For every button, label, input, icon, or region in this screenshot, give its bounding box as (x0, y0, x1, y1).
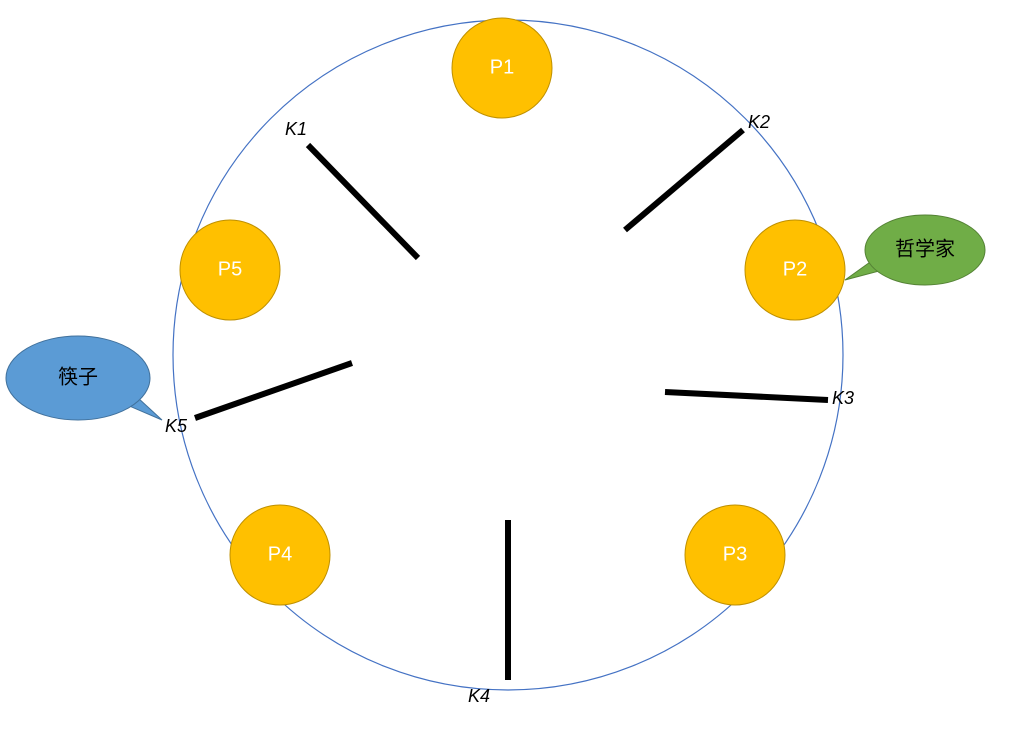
chopstick-label-k2: K2 (748, 112, 770, 132)
philosopher-label-p1: P1 (490, 56, 514, 78)
philosopher-callout-label: 哲学家 (895, 237, 955, 260)
philosopher-label-p4: P4 (268, 543, 292, 565)
philosopher-label-p2: P2 (783, 258, 807, 280)
chopstick-label-k1: K1 (285, 119, 307, 139)
chopstick-label-k4: K4 (468, 686, 490, 706)
chopstick-label-k5: K5 (165, 416, 188, 436)
chopstick-label-k3: K3 (832, 388, 854, 408)
chopstick-callout-label: 筷子 (58, 365, 98, 388)
philosopher-label-p5: P5 (218, 258, 242, 280)
philosopher-label-p3: P3 (723, 543, 747, 565)
